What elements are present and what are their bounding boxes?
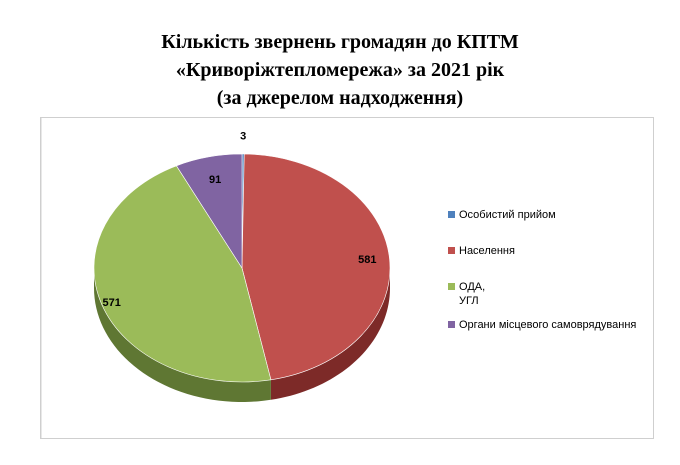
legend-swatch-3 [448,321,455,328]
data-label-1: 581 [358,254,376,266]
legend-swatch-0 [448,211,455,218]
data-label-3: 91 [209,174,221,186]
legend-label-2: ОДА, УГЛ [459,281,486,307]
legend-label-1: Населення [459,245,515,257]
chart-title: Кількість звернень громадян до КПТМ «Кри… [0,28,680,112]
pie-side-1 [270,268,390,400]
data-label-2: 571 [103,297,121,309]
title-line-2: «Криворіжтепломережа» за 2021 рік [175,59,505,81]
pie-slice-1 [241,153,391,381]
data-label-0: 3 [240,130,246,142]
legend-label-0: Особистий прийом [459,209,556,221]
frame-edge [41,118,42,438]
pie-slice-2 [93,165,272,383]
pie-slice-3 [175,153,243,270]
legend-swatch-2 [448,283,455,290]
pie-side-2 [94,268,271,402]
title-line-1: Кількість звернень громадян до КПТМ [161,31,519,53]
legend-label-3: Органи місцевого самоврядування [459,319,637,331]
title-line-3: (за джерелом надходження) [216,87,464,109]
legend-swatch-1 [448,247,455,254]
